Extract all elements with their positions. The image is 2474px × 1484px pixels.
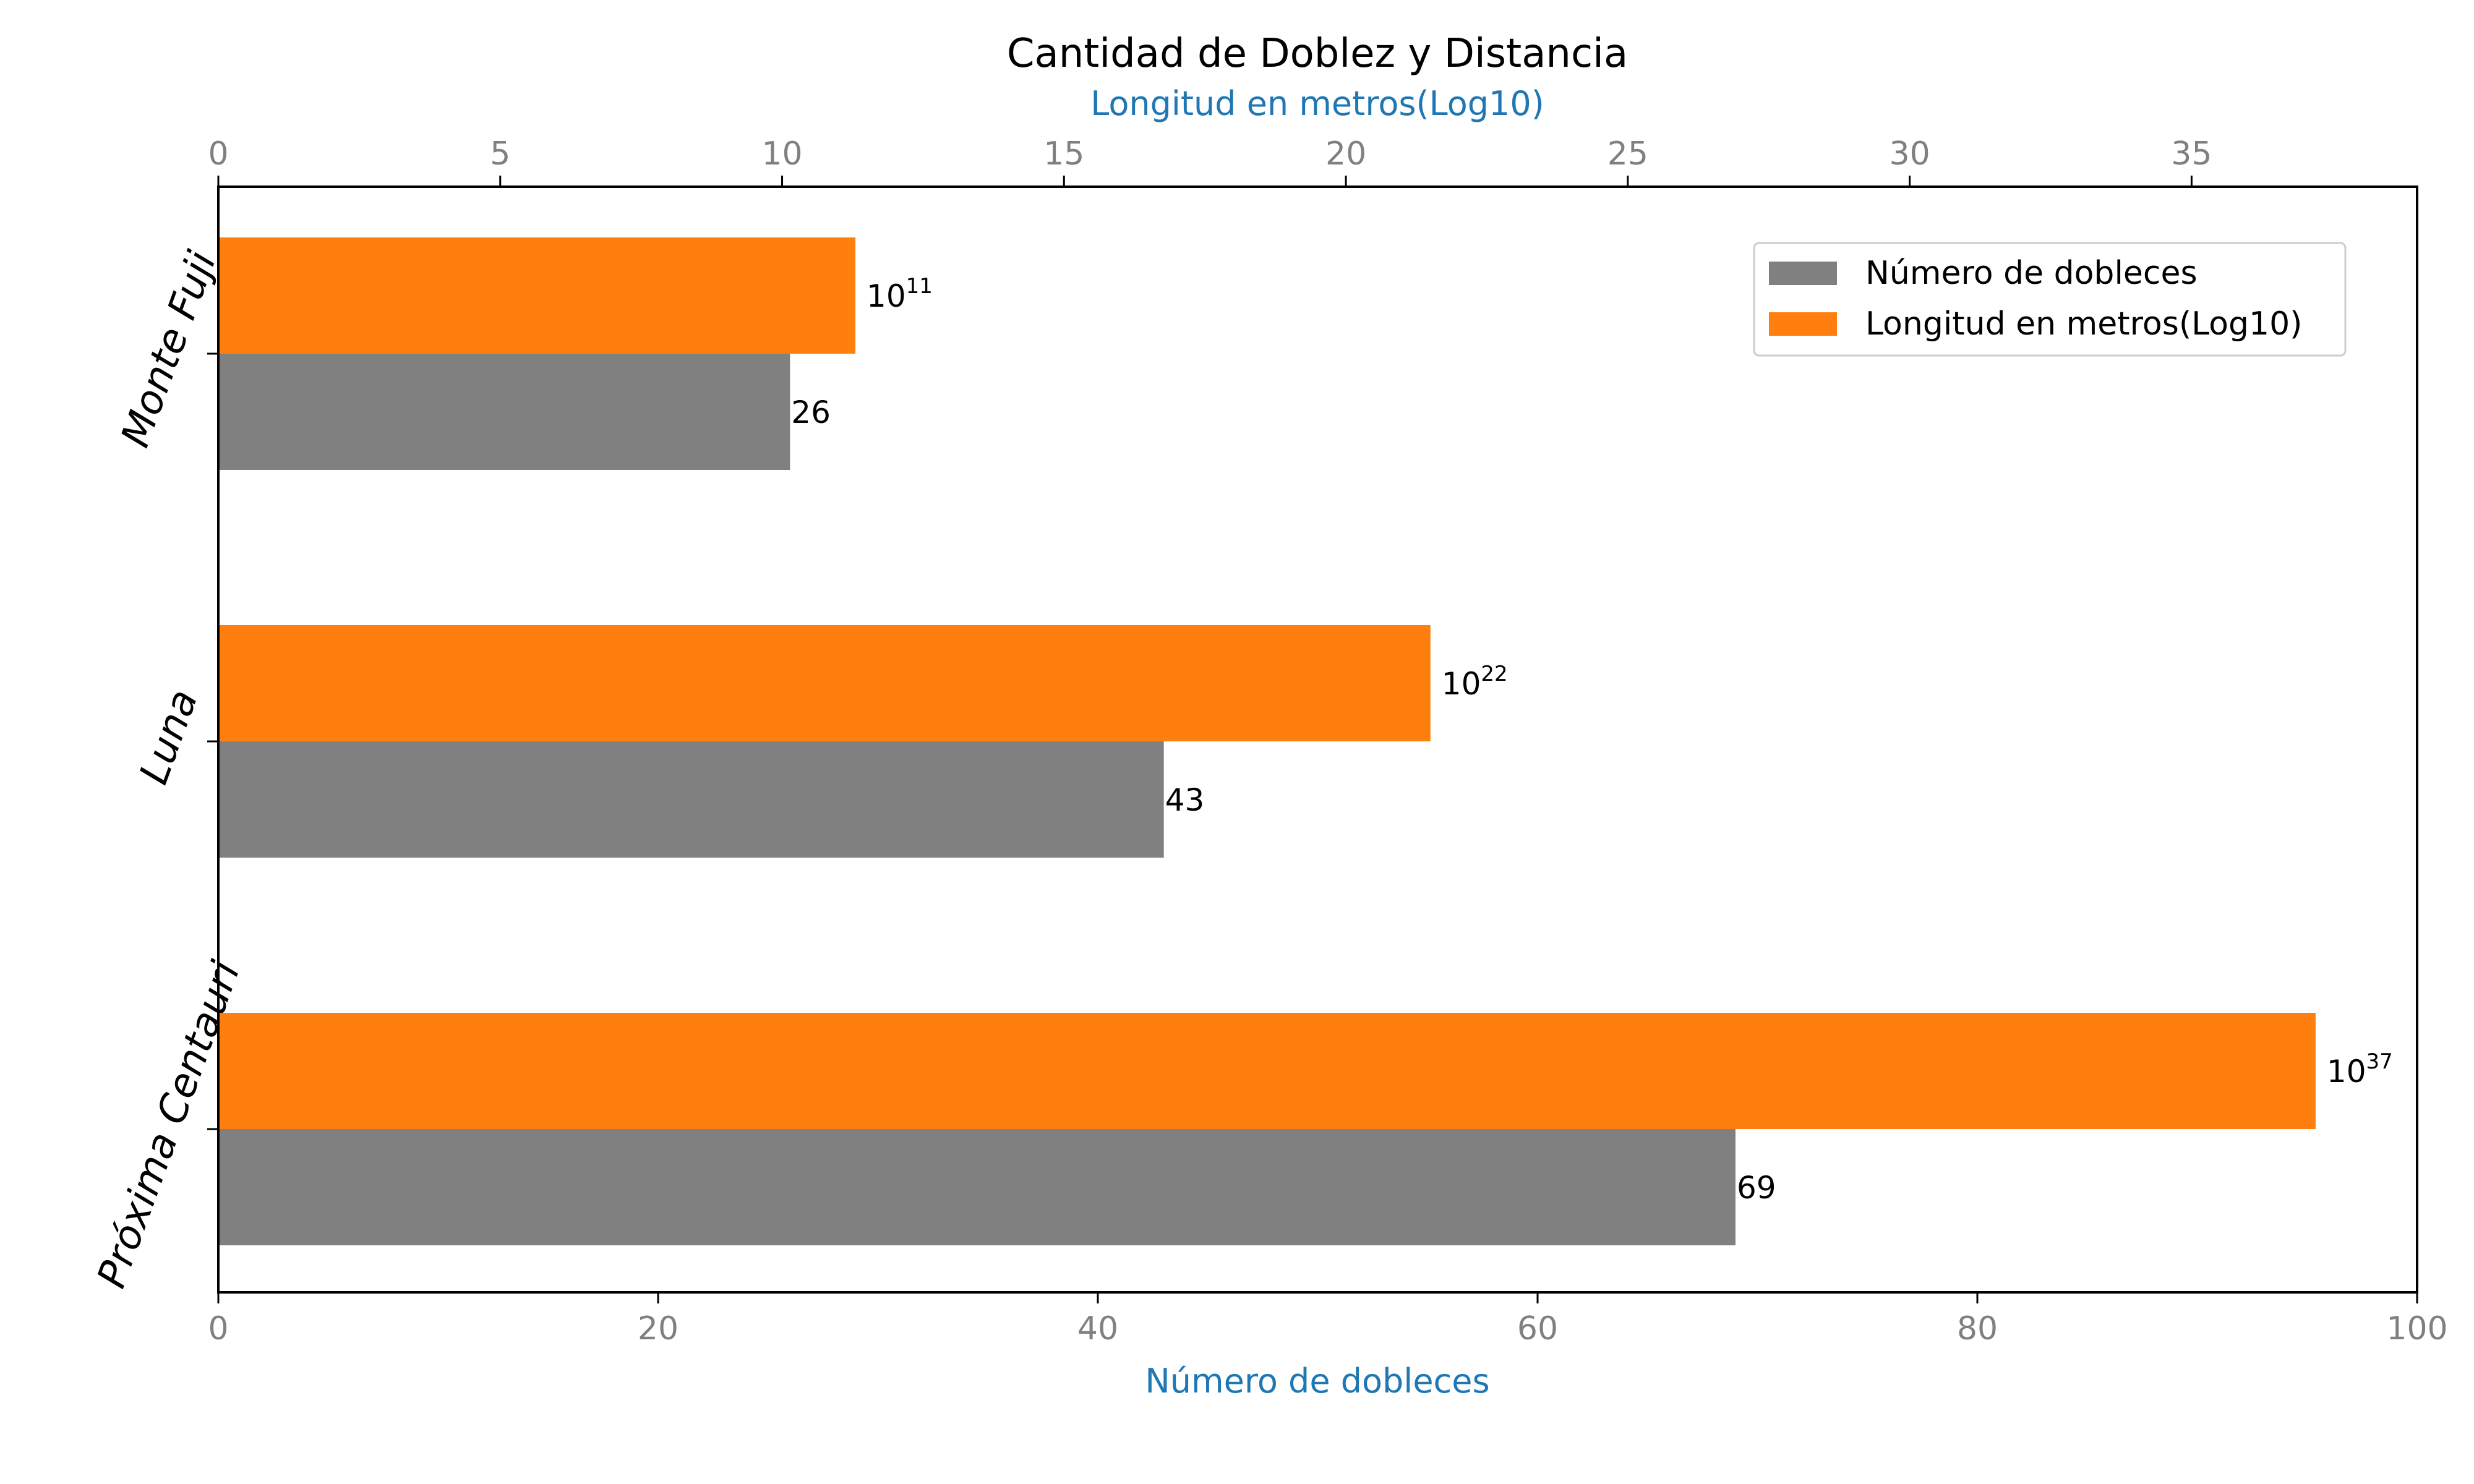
top-tick-label: 10 bbox=[761, 135, 802, 173]
bar-dobleces bbox=[218, 1129, 1736, 1245]
bottom-tick-label: 0 bbox=[208, 1310, 228, 1347]
bottom-tick-label: 100 bbox=[2386, 1310, 2447, 1347]
top-tick-label: 25 bbox=[1607, 135, 1648, 173]
legend-box bbox=[1753, 242, 2347, 357]
bar-label-longitud: 1022 bbox=[1442, 662, 1508, 702]
bar-dobleces bbox=[218, 741, 1164, 858]
legend: Número de dobleces Longitud en metros(Log… bbox=[1753, 242, 2347, 357]
bottom-axis-label: Número de dobleces bbox=[1145, 1362, 1489, 1401]
bar-label-dobleces: 26 bbox=[791, 394, 831, 430]
bar-longitud bbox=[218, 237, 856, 354]
bar-label-dobleces: 43 bbox=[1165, 782, 1205, 818]
top-tick-label: 5 bbox=[490, 135, 510, 173]
bar-longitud bbox=[218, 625, 1431, 741]
bar-label-longitud: 1011 bbox=[867, 274, 933, 314]
plot-frame bbox=[217, 186, 2418, 1294]
legend-swatch bbox=[1769, 262, 1837, 285]
legend-entry: Número de dobleces bbox=[1865, 255, 2198, 292]
top-tick-label: 0 bbox=[208, 135, 228, 173]
bottom-tick-label: 60 bbox=[1517, 1310, 1558, 1347]
bar-label-dobleces: 69 bbox=[1737, 1170, 1776, 1206]
top-tick-label: 35 bbox=[2171, 135, 2212, 173]
bar-dobleces bbox=[218, 354, 790, 470]
top-tick-label: 15 bbox=[1043, 135, 1084, 173]
legend-swatch bbox=[1769, 312, 1837, 336]
bar-longitud bbox=[218, 1013, 2316, 1129]
top-tick-label: 30 bbox=[1890, 135, 1930, 173]
chart-title: Cantidad de Doblez y Distancia bbox=[1007, 31, 1628, 77]
top-axis-label: Longitud en metros(Log10) bbox=[1090, 84, 1544, 123]
bottom-tick-label: 80 bbox=[1957, 1310, 1998, 1347]
bottom-tick-label: 40 bbox=[1077, 1310, 1118, 1347]
bar-label-longitud: 1037 bbox=[2327, 1049, 2393, 1090]
top-tick-label: 20 bbox=[1325, 135, 1366, 173]
bottom-tick-label: 20 bbox=[638, 1310, 678, 1347]
legend-entry: Longitud en metros(Log10) bbox=[1865, 305, 2302, 343]
